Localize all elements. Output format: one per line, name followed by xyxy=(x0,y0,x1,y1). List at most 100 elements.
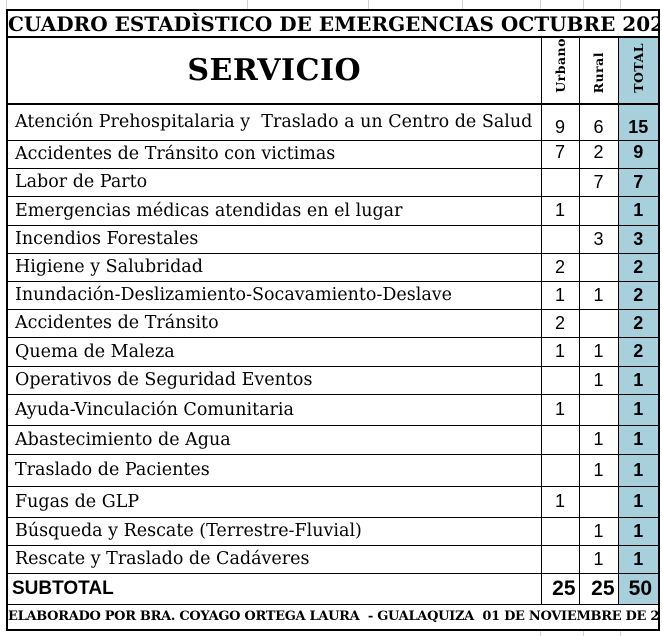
rural-cell: 1 xyxy=(578,544,619,574)
service-cell: Abastecimiento de Agua xyxy=(6,424,542,455)
urbano-cell: 1 xyxy=(540,195,580,226)
urbano-cell: 1 xyxy=(540,393,580,426)
total-cell: 1 xyxy=(617,516,660,546)
urbano-cell: 2 xyxy=(540,308,580,338)
total-cell: 7 xyxy=(617,167,660,197)
table-row: Fugas de GLP 1 1 xyxy=(6,485,660,518)
spreadsheet-gridline xyxy=(583,630,584,636)
total-cell: 2 xyxy=(617,308,660,338)
service-cell: Quema de Maleza xyxy=(6,336,542,367)
service-cell: Accidentes de Tránsito xyxy=(6,308,542,338)
col-header-rural-label: Rural xyxy=(591,51,606,93)
service-cell: Operativos de Seguridad Eventos xyxy=(6,365,542,395)
total-cell: 1 xyxy=(617,544,660,574)
table-row: Abastecimiento de Agua 1 1 xyxy=(6,424,660,455)
rural-cell xyxy=(578,308,619,338)
rural-cell: 1 xyxy=(578,365,619,395)
service-cell: Ayuda-Vinculación Comunitaria xyxy=(6,393,542,426)
total-cell: 1 xyxy=(617,424,660,455)
urbano-cell: 9 xyxy=(540,103,580,141)
rural-cell xyxy=(578,195,619,226)
subtotal-rural: 25 xyxy=(578,572,619,605)
service-cell: Inundación-Deslizamiento-Socavamiento-De… xyxy=(6,280,542,310)
total-cell: 3 xyxy=(617,224,660,254)
total-cell: 1 xyxy=(617,365,660,395)
footer-row: ELABORADO POR BRA. COYAGO ORTEGA LAURA -… xyxy=(6,603,660,630)
service-cell: Incendios Forestales xyxy=(6,224,542,254)
urbano-cell xyxy=(540,224,580,254)
service-cell: Atención Prehospitalaria y Traslado a un… xyxy=(6,103,542,141)
table-row: Quema de Maleza 1 1 2 xyxy=(6,336,660,367)
service-cell: Traslado de Pacientes xyxy=(6,453,542,487)
rural-cell: 1 xyxy=(578,424,619,455)
table-row: Rescate y Traslado de Cadáveres 1 1 xyxy=(6,544,660,574)
rural-cell: 3 xyxy=(578,224,619,254)
table-row: Operativos de Seguridad Eventos 1 1 xyxy=(6,365,660,395)
rural-cell: 1 xyxy=(578,336,619,367)
table-row: Inundación-Deslizamiento-Socavamiento-De… xyxy=(6,280,660,310)
spreadsheet-gridline xyxy=(247,0,248,9)
urbano-cell: 7 xyxy=(540,139,580,169)
emergencies-statistics-table: CUADRO ESTADÌSTICO DE EMERGENCIAS OCTUBR… xyxy=(6,9,661,631)
spreadsheet-gridline xyxy=(620,630,621,636)
urbano-cell xyxy=(540,167,580,197)
subtotal-urbano: 25 xyxy=(540,572,580,605)
table-row: Traslado de Pacientes 1 1 xyxy=(6,453,660,487)
rural-cell: 1 xyxy=(578,280,619,310)
service-cell: Accidentes de Tránsito con victimas xyxy=(6,139,542,169)
urbano-cell xyxy=(540,365,580,395)
total-cell: 9 xyxy=(617,139,660,169)
table-row: Accidentes de Tránsito 2 2 xyxy=(6,308,660,338)
urbano-cell: 1 xyxy=(540,485,580,518)
service-cell: Labor de Parto xyxy=(6,167,542,197)
rural-cell: 1 xyxy=(578,453,619,487)
total-cell: 1 xyxy=(617,195,660,226)
total-cell: 2 xyxy=(617,336,660,367)
spreadsheet-gridline xyxy=(6,0,7,9)
col-header-total-label: TOTAL xyxy=(630,43,646,93)
spreadsheet-gridline xyxy=(540,0,541,9)
service-cell: Higiene y Salubridad xyxy=(6,252,542,282)
table-row: Atención Prehospitalaria y Traslado a un… xyxy=(6,103,660,141)
rural-cell xyxy=(578,485,619,518)
spreadsheet-gridline xyxy=(620,0,621,9)
footer-note: ELABORADO POR BRA. COYAGO ORTEGA LAURA -… xyxy=(6,603,660,630)
col-header-total: TOTAL xyxy=(617,36,660,105)
spreadsheet-gridline xyxy=(462,0,463,9)
col-header-rural: Rural xyxy=(578,36,619,105)
spreadsheet-gridline xyxy=(583,0,584,9)
rural-cell: 2 xyxy=(578,139,619,169)
subtotal-total: 50 xyxy=(617,572,660,605)
total-cell: 1 xyxy=(617,393,660,426)
urbano-cell xyxy=(540,516,580,546)
table-row: Incendios Forestales 3 3 xyxy=(6,224,660,254)
title-row: CUADRO ESTADÌSTICO DE EMERGENCIAS OCTUBR… xyxy=(6,9,660,38)
service-cell: Emergencias médicas atendidas en el luga… xyxy=(6,195,542,226)
service-cell: Búsqueda y Rescate (Terrestre-Fluvial) xyxy=(6,516,542,546)
rural-cell: 1 xyxy=(578,516,619,546)
table-row: Búsqueda y Rescate (Terrestre-Fluvial) 1… xyxy=(6,516,660,546)
subtotal-label: SUBTOTAL xyxy=(6,572,542,605)
spreadsheet-gridline xyxy=(368,0,369,9)
rural-cell xyxy=(578,252,619,282)
rural-cell xyxy=(578,393,619,426)
urbano-cell xyxy=(540,453,580,487)
urbano-cell: 2 xyxy=(540,252,580,282)
rural-cell: 7 xyxy=(578,167,619,197)
table-row: Accidentes de Tránsito con victimas 7 2 … xyxy=(6,139,660,169)
urbano-cell xyxy=(540,544,580,574)
service-column-header: SERVICIO xyxy=(6,36,542,105)
total-cell: 1 xyxy=(617,453,660,487)
subtotal-row: SUBTOTAL 25 25 50 xyxy=(6,572,660,605)
service-cell: Rescate y Traslado de Cadáveres xyxy=(6,544,542,574)
rural-cell: 6 xyxy=(578,103,619,141)
header-row: SERVICIO Urbano Rural TOTAL xyxy=(6,36,660,105)
urbano-cell: 1 xyxy=(540,336,580,367)
urbano-cell xyxy=(540,424,580,455)
total-cell: 2 xyxy=(617,280,660,310)
col-header-urbano: Urbano xyxy=(540,36,580,105)
spreadsheet-gridline xyxy=(540,630,541,636)
total-cell: 1 xyxy=(617,485,660,518)
total-cell: 15 xyxy=(617,103,660,141)
urbano-cell: 1 xyxy=(540,280,580,310)
